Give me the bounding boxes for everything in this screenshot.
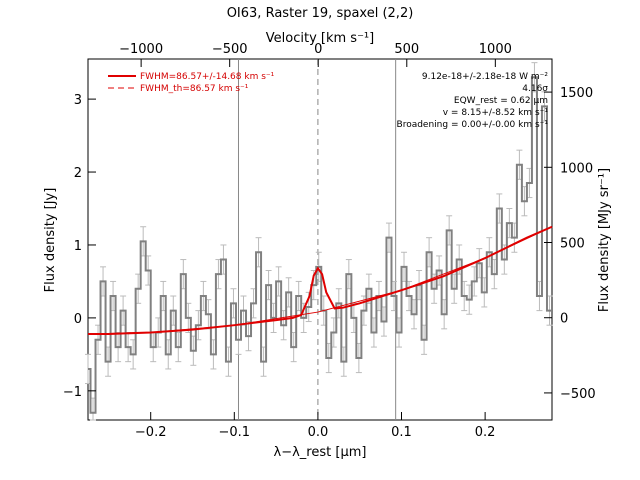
fit-series-line [88, 225, 553, 335]
y2-tick-label: 1500 [560, 86, 593, 101]
legend-entry-fwhm-th: FWHM_th=86.57 km s⁻¹ [140, 84, 249, 94]
x-tick-label: −0.2 [135, 425, 167, 440]
x2-tick-label: 0 [314, 42, 322, 57]
legend: FWHM=86.57+/-14.68 km s⁻¹ FWHM_th=86.57 … [108, 72, 275, 94]
x2-axis-label: Velocity [km s⁻¹] [266, 31, 374, 46]
y-tick-label: 2 [74, 166, 82, 181]
x-tick-label: −0.1 [219, 425, 251, 440]
x2-tick-label: −500 [212, 42, 248, 57]
x2-tick-label: 500 [394, 42, 419, 57]
y2-tick-label: 500 [560, 237, 585, 252]
y2-tick-label: 1000 [560, 161, 593, 176]
y2-tick-label: 0 [560, 312, 568, 327]
legend-entry-fit: FWHM=86.57+/-14.68 km s⁻¹ [140, 72, 275, 82]
y2-tick-label: −500 [560, 387, 596, 402]
annotation-broadening: Broadening = 0.00+/-0.00 km s⁻¹ [397, 120, 549, 130]
annotation-sigma: 4.16σ [522, 84, 548, 94]
y2-axis-label: Flux density [MJy sr⁻¹] [597, 168, 612, 312]
x-tick-label: 0.1 [391, 425, 412, 440]
x-tick-label: 0.0 [308, 425, 329, 440]
y-axis-label: Flux density [Jy] [43, 188, 58, 293]
x-axis-label: λ−λ_rest [μm] [274, 445, 367, 460]
annotation-eqw: EQW_rest = 0.62 μm [454, 96, 548, 106]
x2-tick-label: −1000 [119, 42, 163, 57]
plot-area [85, 58, 553, 421]
annotation-flux: 9.12e-18+/-2.18e-18 W m⁻² [422, 72, 549, 82]
chart-title: OI63, Raster 19, spaxel (2,2) [227, 6, 414, 21]
x-tick-label: 0.2 [475, 425, 496, 440]
annotation-velocity: v = 8.15+/-8.52 km s⁻¹ [443, 108, 549, 118]
x2-tick-label: 1000 [479, 42, 512, 57]
y-tick-label: 0 [74, 312, 82, 327]
data-series-line [88, 76, 552, 414]
plot-frame [87, 58, 553, 421]
y-tick-label: 1 [74, 239, 82, 254]
y-tick-label: −1 [63, 385, 82, 400]
y-tick-label: 3 [74, 93, 82, 108]
annotations: 9.12e-18+/-2.18e-18 W m⁻² 4.16σ EQW_rest… [397, 72, 549, 130]
